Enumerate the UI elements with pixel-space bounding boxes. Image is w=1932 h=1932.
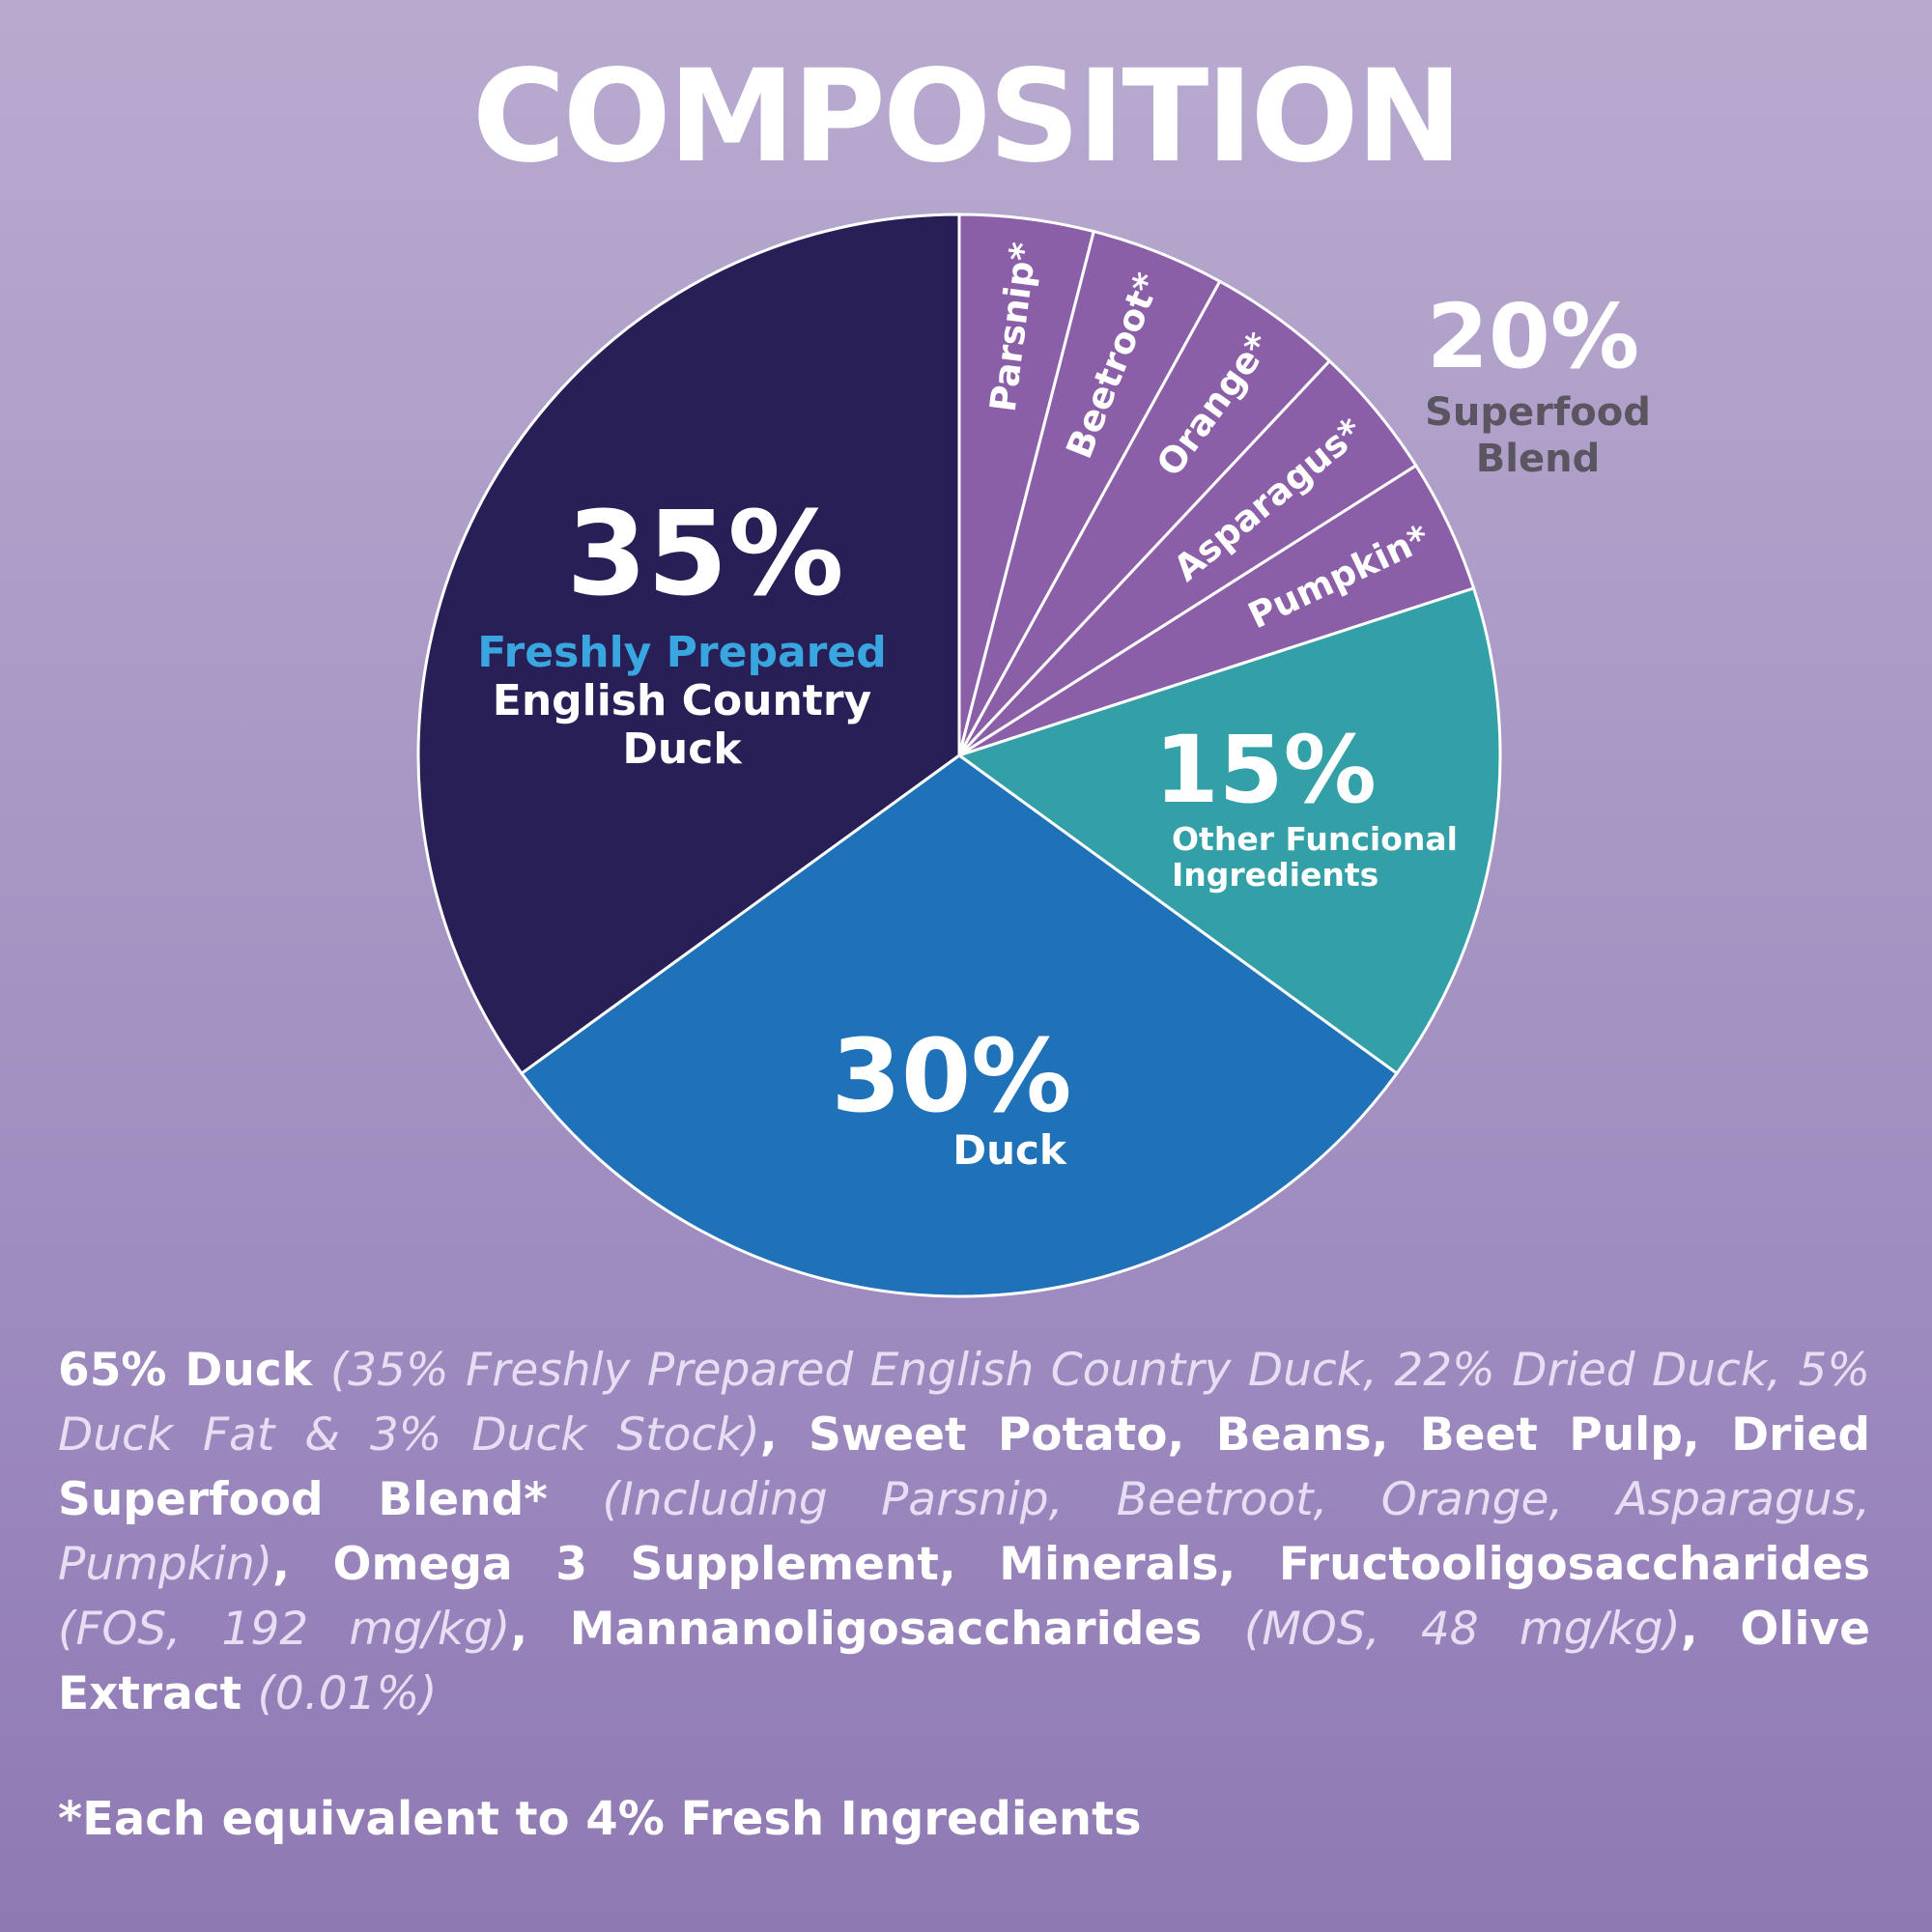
ingredients-list: 65% Duck (35% Freshly Prepared English C… — [58, 1338, 1870, 1726]
pie-slices — [416, 213, 1502, 1298]
label-other-line1: Other Funcional — [1172, 820, 1458, 858]
label-superfood-line1: Superfood — [1425, 390, 1651, 435]
footnote: *Each equivalent to 4% Fresh Ingredients — [58, 1792, 1142, 1846]
ingredient-segment: (FOS, 192 mg/kg) — [58, 1603, 511, 1656]
label-other: 15% Other Funcional Ingredients — [1154, 716, 1458, 894]
label-duck: 30% Duck — [832, 1017, 1072, 1174]
ingredient-segment: (0.01%) — [257, 1667, 438, 1720]
label-superfood: 20% Superfood Blend — [1425, 285, 1651, 481]
label-fresh-duck-percent: 35% — [566, 488, 843, 622]
page-title: COMPOSITION — [471, 43, 1463, 191]
ingredient-segment: , Sweet Potato, Beans, Beet Pulp, Dried … — [58, 1408, 1870, 1526]
label-superfood-line2: Blend — [1476, 437, 1600, 481]
ingredient-segment: , Omega 3 Supplement, Minerals, Fructool… — [272, 1538, 1870, 1591]
ingredient-segment: , Olive Extract — [58, 1603, 1871, 1720]
pie-slice-duck — [519, 753, 1400, 1298]
ingredient-segment: (35% Freshly Prepared English Country Du… — [58, 1344, 1870, 1462]
composition-pie-chart: Parsnip* Beetroot*Orange*Asparagus*Pumpki… — [416, 213, 1651, 1298]
label-other-percent: 15% — [1154, 716, 1377, 824]
ingredient-segment: (MOS, 48 mg/kg) — [1243, 1603, 1681, 1656]
label-fresh-duck-line1: Freshly Prepared — [477, 628, 886, 677]
ingredient-segment: (Including Parsnip, Beetroot, Orange, As… — [58, 1473, 1870, 1591]
label-duck-name: Duck — [952, 1126, 1067, 1174]
label-other-line2: Ingredients — [1172, 856, 1378, 894]
pie-slice-other-funcional-ingredients — [955, 586, 1502, 1076]
label-fresh-duck-line2: English Country — [493, 676, 871, 725]
ingredient-segment: , Mannanoligosaccharides — [510, 1603, 1244, 1656]
label-fresh-duck: 35% Freshly Prepared English Country Duc… — [477, 488, 886, 774]
pie-slice-freshly-prepared-english-country-duck — [416, 213, 961, 1076]
label-duck-percent: 30% — [832, 1017, 1072, 1135]
label-fresh-duck-line3: Duck — [622, 724, 743, 774]
ingredient-segment: 65% Duck — [58, 1344, 330, 1397]
label-superfood-percent: 20% — [1427, 285, 1639, 388]
